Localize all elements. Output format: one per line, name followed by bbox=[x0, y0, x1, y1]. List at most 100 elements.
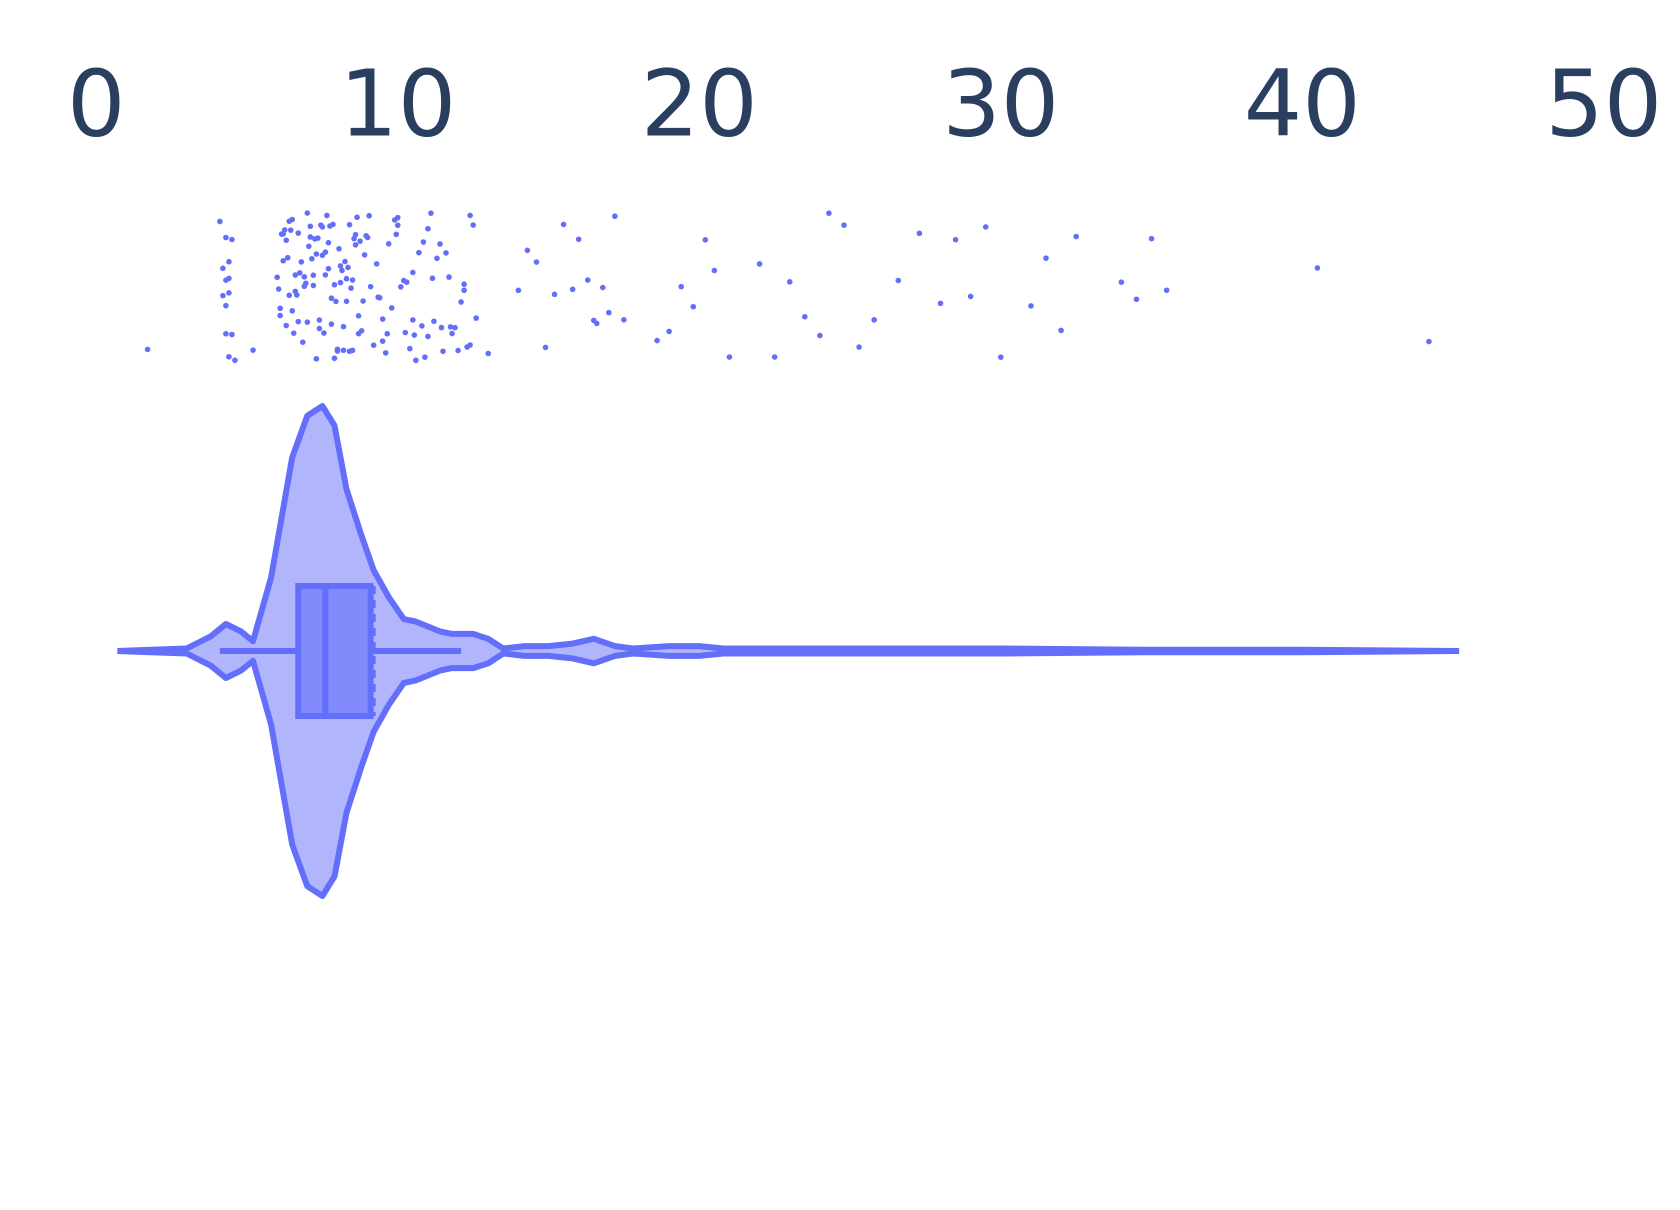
point bbox=[393, 231, 400, 238]
point bbox=[711, 267, 718, 274]
point bbox=[330, 221, 336, 228]
point bbox=[277, 305, 283, 312]
point bbox=[337, 263, 344, 269]
point bbox=[1314, 265, 1321, 271]
point bbox=[871, 317, 877, 323]
point bbox=[425, 333, 431, 340]
point bbox=[413, 357, 419, 364]
point bbox=[304, 210, 311, 216]
point bbox=[461, 287, 467, 294]
point bbox=[346, 221, 353, 228]
point bbox=[336, 245, 342, 252]
point bbox=[612, 213, 618, 220]
point bbox=[315, 235, 321, 241]
point bbox=[289, 308, 296, 314]
point bbox=[654, 337, 660, 344]
point bbox=[786, 279, 793, 285]
point bbox=[295, 318, 302, 325]
point bbox=[339, 267, 345, 274]
point bbox=[292, 288, 299, 295]
point bbox=[575, 236, 582, 243]
x-tick-label: 10 bbox=[339, 50, 456, 157]
point bbox=[331, 281, 338, 288]
point bbox=[384, 330, 391, 337]
point bbox=[325, 239, 332, 246]
point bbox=[310, 272, 317, 278]
point bbox=[309, 255, 315, 262]
point bbox=[1043, 255, 1049, 261]
point bbox=[410, 317, 416, 323]
point bbox=[452, 324, 458, 331]
point bbox=[280, 231, 286, 237]
point bbox=[342, 258, 348, 265]
point bbox=[437, 241, 443, 247]
point bbox=[340, 347, 347, 354]
point bbox=[360, 298, 366, 304]
point bbox=[410, 269, 416, 276]
point bbox=[455, 347, 461, 354]
point bbox=[411, 332, 418, 338]
point bbox=[419, 323, 425, 329]
point bbox=[295, 230, 302, 236]
point bbox=[431, 318, 437, 325]
point bbox=[584, 277, 591, 283]
point bbox=[379, 316, 386, 322]
point bbox=[301, 274, 308, 280]
point bbox=[952, 236, 959, 243]
point bbox=[298, 259, 305, 265]
point bbox=[394, 222, 401, 229]
point bbox=[303, 280, 309, 287]
point bbox=[599, 284, 606, 291]
point bbox=[420, 239, 427, 245]
point bbox=[357, 238, 363, 244]
point bbox=[425, 225, 431, 232]
point bbox=[916, 230, 923, 237]
point bbox=[726, 354, 733, 360]
point bbox=[316, 317, 323, 323]
point bbox=[307, 223, 314, 230]
point bbox=[385, 241, 392, 247]
x-tick-label: 0 bbox=[67, 50, 126, 157]
point bbox=[485, 350, 492, 357]
point bbox=[434, 255, 440, 262]
point bbox=[515, 287, 522, 294]
point bbox=[542, 344, 549, 351]
x-tick-label: 20 bbox=[641, 50, 758, 157]
point bbox=[997, 354, 1004, 360]
point bbox=[1073, 233, 1079, 240]
point bbox=[370, 342, 377, 348]
point bbox=[352, 242, 359, 248]
point bbox=[306, 243, 312, 250]
point bbox=[690, 303, 697, 310]
point bbox=[678, 283, 684, 290]
box bbox=[295, 583, 374, 719]
point bbox=[382, 350, 389, 356]
point bbox=[307, 234, 314, 240]
point bbox=[277, 312, 283, 319]
point bbox=[220, 292, 226, 299]
point bbox=[226, 275, 232, 282]
point bbox=[229, 236, 235, 243]
point bbox=[817, 332, 823, 339]
point bbox=[250, 347, 256, 353]
point bbox=[593, 320, 600, 327]
point bbox=[316, 325, 323, 332]
point bbox=[458, 299, 464, 305]
point bbox=[422, 354, 428, 360]
point bbox=[355, 313, 362, 319]
point bbox=[443, 250, 449, 256]
point bbox=[569, 286, 576, 293]
point bbox=[826, 210, 832, 216]
point bbox=[1118, 279, 1125, 285]
point bbox=[355, 330, 362, 337]
point bbox=[606, 309, 612, 316]
point bbox=[226, 290, 232, 296]
point bbox=[299, 339, 306, 345]
point bbox=[284, 254, 291, 261]
point bbox=[461, 281, 467, 288]
point bbox=[223, 330, 229, 337]
point bbox=[1163, 287, 1170, 294]
point bbox=[1426, 338, 1432, 345]
point bbox=[404, 279, 410, 286]
point bbox=[1133, 296, 1140, 303]
